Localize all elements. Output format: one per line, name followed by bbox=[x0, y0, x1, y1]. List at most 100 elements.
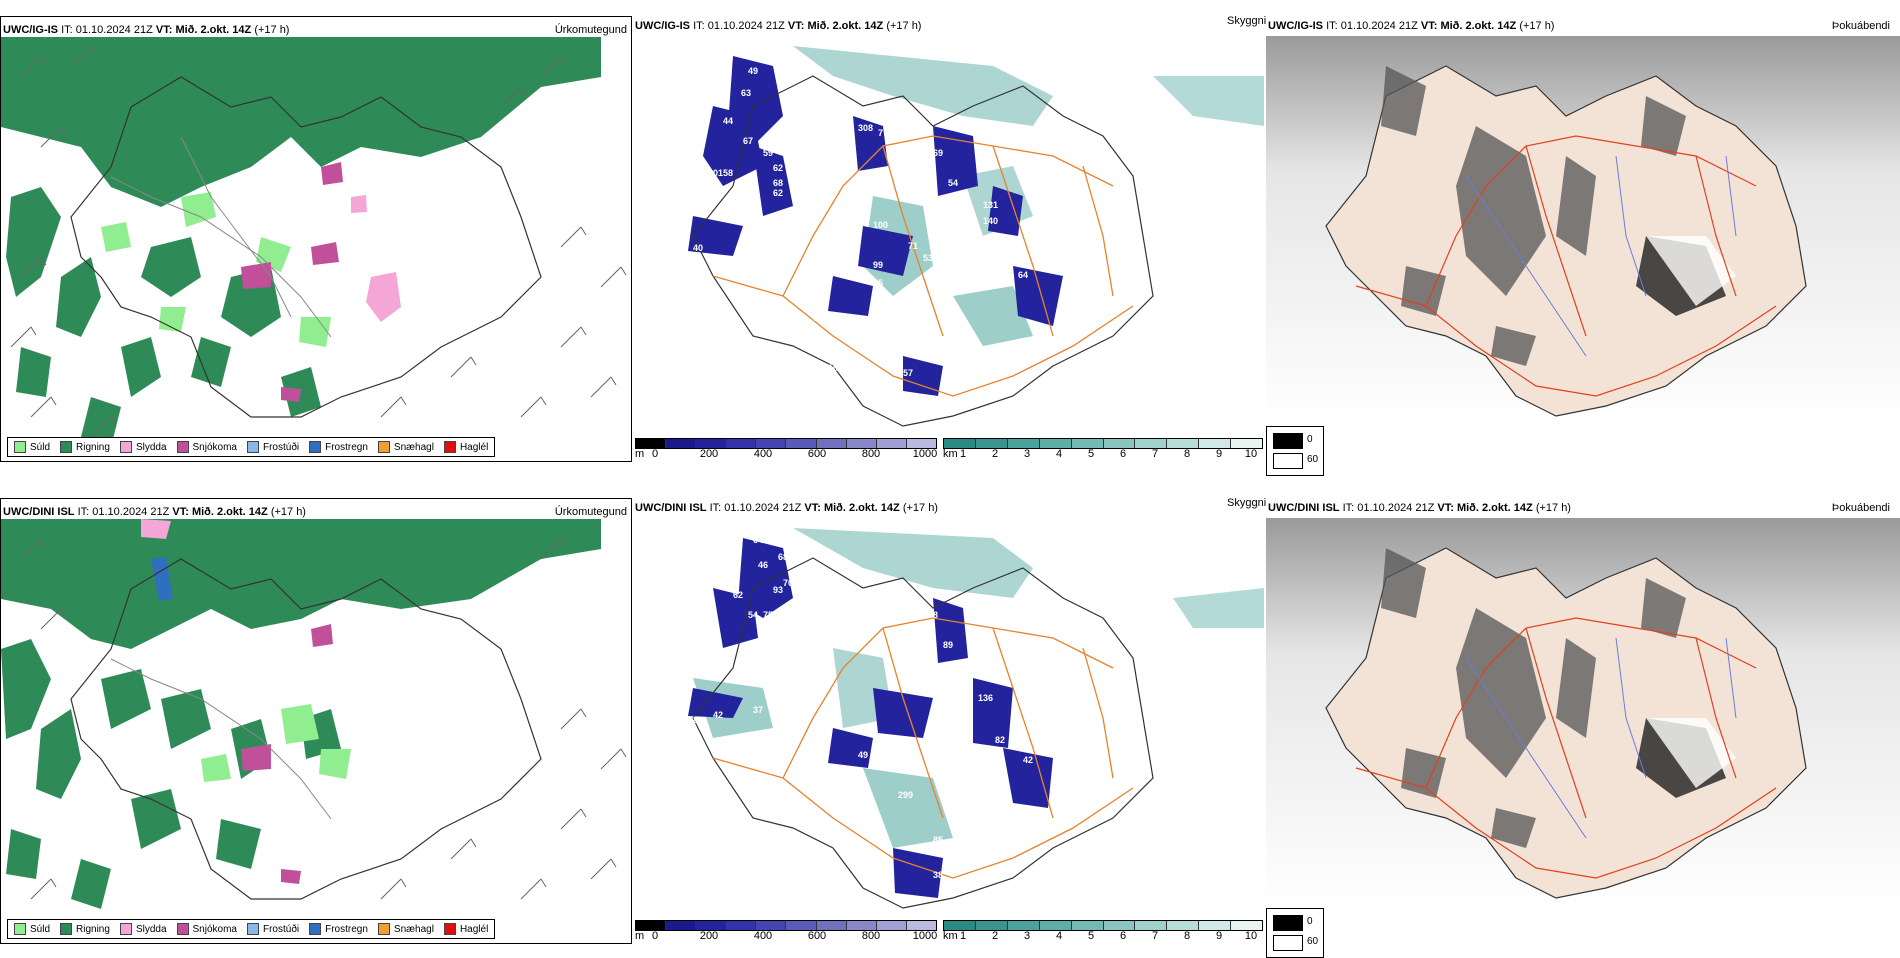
precip-type-map-bottom[interactable]: UWC/DINI ISL IT: 01.10.2024 21Z VT: Mið.… bbox=[0, 498, 632, 944]
ceiling-label: 136 bbox=[978, 693, 993, 703]
precip-legend-top: Súld Rigning Slydda Snjókoma Frostúði Frostre… bbox=[7, 437, 496, 457]
ceiling-label: 62 bbox=[813, 313, 823, 323]
legend-swatch bbox=[60, 441, 73, 453]
colorbar-segment bbox=[756, 439, 787, 448]
legend-item: Haglél bbox=[443, 923, 489, 935]
model-name: UWC/DINI ISL bbox=[1268, 502, 1340, 514]
init-time: 01.10.2024 21Z bbox=[92, 506, 170, 518]
forecast-row-top: UWC/IG-IS IT: 01.10.2024 21Z VT: Mið. 2.… bbox=[0, 14, 1900, 476]
legend-item: Slydda bbox=[119, 923, 167, 935]
init-time: 01.10.2024 21Z bbox=[707, 20, 785, 32]
colorbar-segment bbox=[906, 439, 936, 448]
ceiling-label: 54 bbox=[743, 198, 753, 208]
colorbar-tick: 400 bbox=[753, 930, 773, 942]
ceiling-label: 308 bbox=[858, 123, 873, 133]
rain-cells bbox=[6, 187, 321, 447]
ceiling-label: 68 bbox=[943, 730, 953, 740]
valid-time: Mið. 2.okt. 14Z bbox=[1456, 502, 1533, 514]
variable-name: Þokuábendi bbox=[1831, 502, 1890, 514]
vt-label: VT: bbox=[1420, 20, 1438, 32]
ceiling-label: 93 bbox=[773, 585, 783, 595]
lead-time: (+17 h) bbox=[254, 24, 290, 36]
ceiling-label: 69 bbox=[933, 148, 943, 158]
snow-cells bbox=[241, 162, 343, 402]
colorbars-bottom: m 0 200 400 600 800 1000 km 1 2 3 4 5 6 7 8 9 10 bbox=[633, 920, 1264, 950]
ceiling-label: 62 bbox=[773, 163, 783, 173]
legend-label: Snjókoma bbox=[192, 441, 237, 453]
colorbar-segment bbox=[1135, 439, 1168, 448]
legend-item: Slydda bbox=[119, 441, 167, 453]
legend-label: Súld bbox=[30, 441, 51, 453]
legend-swatch bbox=[443, 441, 456, 453]
panel-title: UWC/DINI ISL IT: 01.10.2024 21Z VT: Mið.… bbox=[3, 505, 306, 519]
variable-name: Úrkomutegund bbox=[554, 506, 627, 518]
legend-label: Rigning bbox=[76, 441, 110, 453]
vt-label: VT: bbox=[1437, 502, 1454, 514]
colorbar-segment bbox=[975, 921, 1008, 930]
legend-item: Rigning bbox=[60, 441, 110, 453]
drizzle-cells bbox=[101, 192, 331, 347]
legend-label: Snæhagl bbox=[393, 923, 434, 935]
fog-map-bottom[interactable] bbox=[1266, 518, 1900, 908]
panel-title: UWC/DINI ISL IT: 01.10.2024 21Z VT: Mið.… bbox=[635, 501, 938, 515]
legend-label: Haglél bbox=[459, 923, 489, 935]
visibility-panel-top: UWC/IG-IS IT: 01.10.2024 21Z VT: Mið. 2.… bbox=[633, 14, 1266, 476]
ceiling-label: 40 bbox=[673, 253, 683, 263]
legend-item: Haglél bbox=[443, 441, 489, 453]
legend-label: Slydda bbox=[135, 923, 167, 935]
coastline bbox=[70, 76, 542, 418]
colorbar-segment bbox=[696, 439, 727, 448]
legend-label: Rigning bbox=[76, 923, 110, 935]
colorbar-segment bbox=[944, 921, 976, 930]
colorbar-segment bbox=[816, 921, 847, 930]
visibility-map-top[interactable]: 49 63 44 67 59 62 68 58 54 62 470 79 308 772 40 69 54 131… bbox=[633, 36, 1264, 436]
lead-time: (+17 h) bbox=[270, 506, 306, 518]
visibility-map-bottom[interactable]: 64 68 46 70 93 62 54 75 78 89 75 384 136 50 68 49 43 49 82… bbox=[633, 518, 1264, 918]
ceiling-label: 140 bbox=[983, 216, 998, 226]
ceiling-label: 67 bbox=[743, 136, 753, 146]
legend-label: Haglél bbox=[459, 441, 489, 453]
legend-label: Snjókoma bbox=[192, 923, 237, 935]
road-lines bbox=[110, 176, 332, 338]
ceiling-label: 71 bbox=[908, 241, 918, 251]
legend-label: Frostregn bbox=[325, 923, 368, 935]
colorbar-segment bbox=[666, 439, 697, 448]
colorbar-segment bbox=[1231, 921, 1263, 930]
legend-item: Frostúði bbox=[246, 923, 299, 935]
fog-map-graphic-top bbox=[1266, 36, 1900, 426]
colorbar-tick: 5 bbox=[1087, 448, 1095, 460]
colorbar-tick: 9 bbox=[1215, 448, 1223, 460]
valid-time: Mið. 2.okt. 14Z bbox=[807, 20, 884, 32]
init-time: 01.10.2024 21Z bbox=[724, 502, 802, 514]
ceiling-label: 47 bbox=[908, 393, 918, 403]
colorbar-segment bbox=[636, 921, 667, 930]
legend-swatch bbox=[309, 923, 322, 935]
colorbar-tick: 7 bbox=[1151, 930, 1159, 942]
wind-barbs bbox=[10, 46, 627, 438]
colorbar-segment bbox=[1007, 921, 1040, 930]
vt-label: VT: bbox=[172, 506, 189, 518]
legend-swatch bbox=[246, 923, 259, 935]
ceiling-label: 772 bbox=[878, 128, 893, 138]
fog-legend-swatch bbox=[1273, 935, 1303, 951]
colorbar-segment bbox=[786, 921, 817, 930]
ceiling-label: 113 bbox=[893, 313, 908, 323]
ceiling-label: 64 bbox=[753, 535, 763, 545]
colorbar-segment bbox=[1199, 921, 1232, 930]
colorbar-segment bbox=[1071, 439, 1104, 448]
ceiling-label: 42 bbox=[713, 710, 723, 720]
precip-legend-bottom: Súld Rigning Slydda Snjókoma Frostúði Frostre… bbox=[7, 919, 496, 939]
colorbar-tick: 3 bbox=[1023, 448, 1031, 460]
ceiling-label: 106 bbox=[828, 363, 843, 373]
lead-time: (+17 h) bbox=[1519, 20, 1555, 32]
fog-legend-label: 0 bbox=[1307, 916, 1313, 927]
fog-map-top[interactable] bbox=[1266, 36, 1900, 426]
colorbar-segment bbox=[696, 921, 727, 930]
colorbar-tick: 600 bbox=[807, 448, 827, 460]
colorbar-segment bbox=[906, 921, 936, 930]
legend-swatch bbox=[246, 441, 259, 453]
panel-title: UWC/IG-IS IT: 01.10.2024 21Z VT: Mið. 2.… bbox=[1268, 19, 1554, 33]
precip-type-map-top[interactable]: UWC/IG-IS IT: 01.10.2024 21Z VT: Mið. 2.… bbox=[0, 16, 632, 462]
